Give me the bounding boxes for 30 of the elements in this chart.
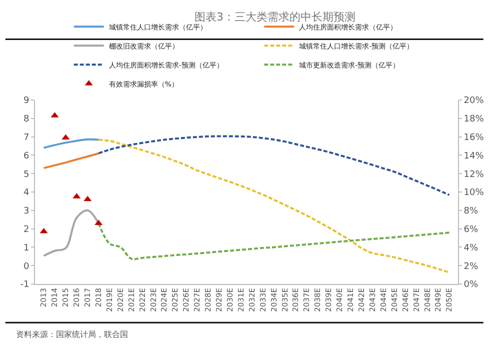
y-tick-label: 1 xyxy=(23,243,30,254)
text: 资料来源：国家统计局，联合国 xyxy=(16,330,128,339)
y-tick-label: 6 xyxy=(23,151,30,162)
chart-title: 图表3：三大类需求的中长期预测 xyxy=(194,10,356,24)
y-tick-label: 0 xyxy=(23,262,30,272)
y-tick-label: 9 xyxy=(23,96,30,106)
y2-tick-label: 12% xyxy=(464,170,484,180)
line-series xyxy=(42,152,100,170)
line-series xyxy=(42,138,100,149)
line-series xyxy=(98,135,450,196)
y2-tick-label: 14% xyxy=(464,151,484,162)
y2-tick-label: 18% xyxy=(464,114,484,125)
point xyxy=(84,196,92,202)
y-tick-label: 2 xyxy=(23,224,30,235)
line-series xyxy=(98,138,450,274)
y2-tick-label: 2% xyxy=(464,262,479,272)
y2-tick-label: 20% xyxy=(464,96,484,106)
y-tick-label: 7 xyxy=(23,132,30,143)
y2-tick-label: 6% xyxy=(464,224,479,235)
y-tick-label: 8 xyxy=(23,114,30,125)
y-tick-label: 4 xyxy=(23,188,30,198)
point xyxy=(94,220,103,226)
y2-tick-label: 0% xyxy=(464,280,479,290)
y-tick-label: 5 xyxy=(23,170,30,180)
y-tick-label: -1 xyxy=(20,280,30,290)
y-tick-label: 3 xyxy=(23,206,30,217)
y2-tick-label: 8% xyxy=(464,206,479,217)
y2-tick-label: 16% xyxy=(464,132,484,143)
y2-tick-label: 4% xyxy=(464,243,479,254)
y2-tick-label: 10% xyxy=(464,188,484,198)
